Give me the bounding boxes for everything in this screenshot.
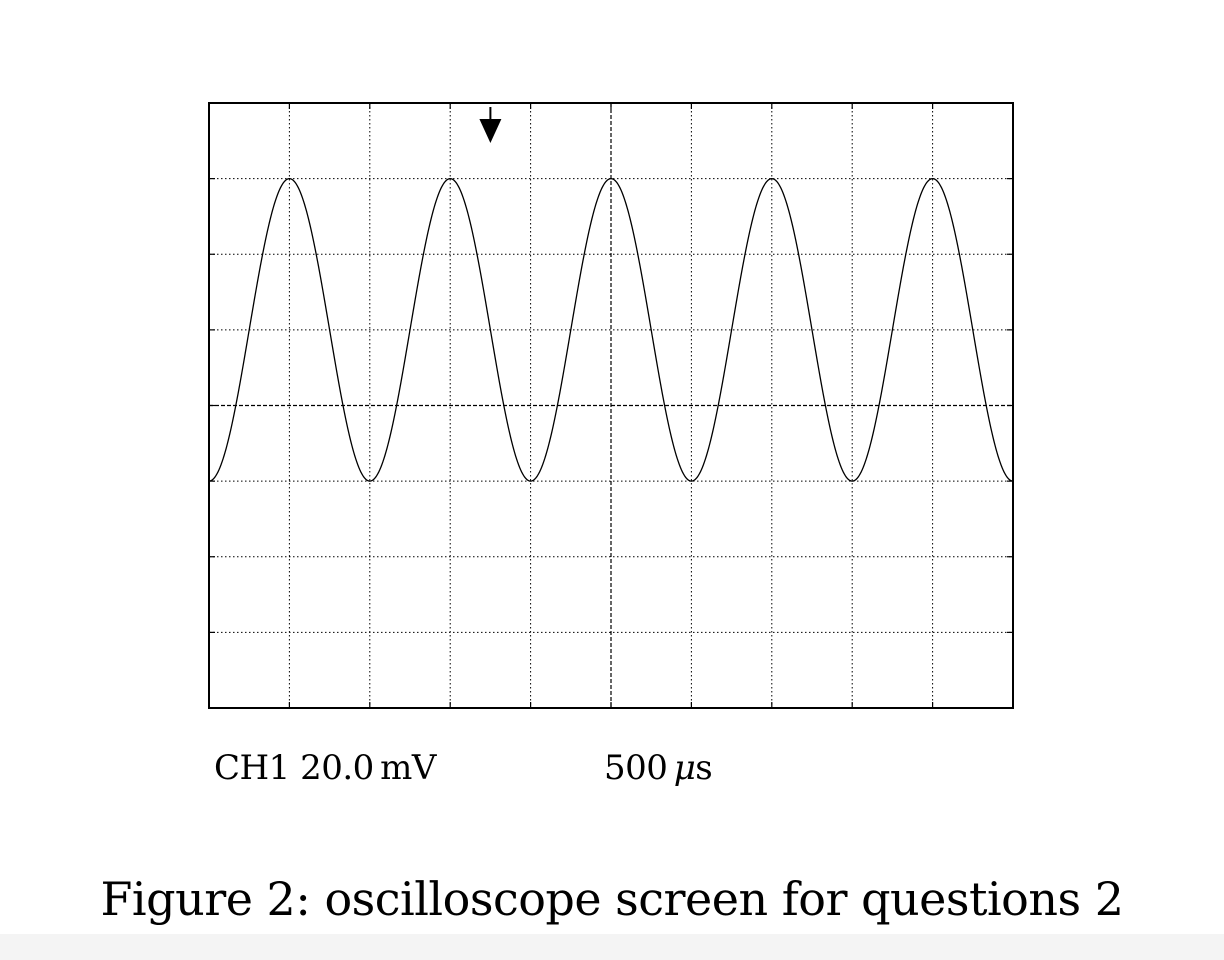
timebase-value: 500 <box>604 748 674 788</box>
trigger-arrow-head <box>479 119 502 143</box>
trigger-arrow-icon <box>479 107 502 143</box>
screen-frame <box>208 102 1014 709</box>
grid-center-axes <box>209 103 1013 708</box>
timebase-unit: s <box>695 748 713 788</box>
grid-dotted-lines <box>209 103 1013 708</box>
figure-caption: Figure 2: oscilloscope screen for questi… <box>100 872 1124 926</box>
signal-trace <box>208 177 1014 482</box>
channel-scale-label: CH1 20.0 mV <box>214 748 436 788</box>
timebase-mu: μ <box>673 748 696 788</box>
timebase-label: 500 μs <box>604 748 713 788</box>
page-footer-band <box>0 934 1224 960</box>
